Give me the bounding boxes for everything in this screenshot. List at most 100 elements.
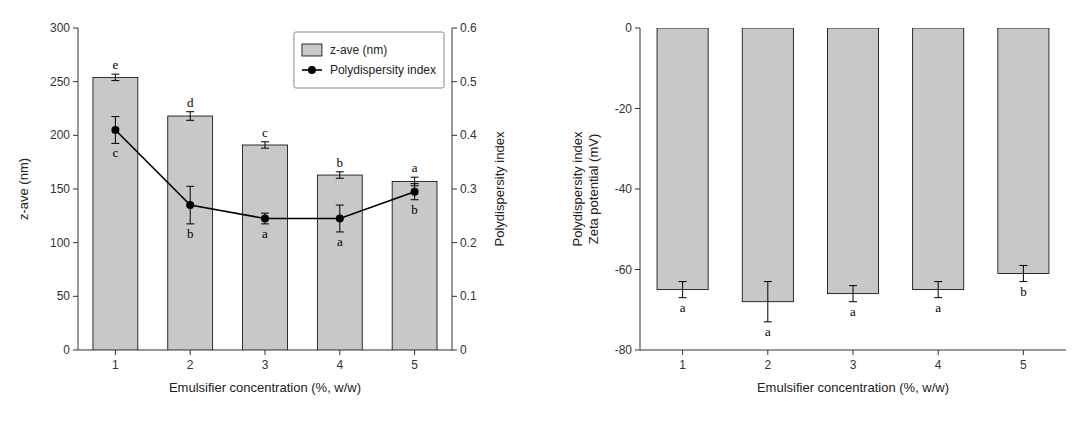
marker: [411, 188, 419, 196]
error-cap: [111, 74, 119, 75]
error-cap: [261, 148, 269, 149]
error-cap: [336, 205, 344, 206]
error-cap: [411, 199, 419, 200]
chart-svg: 05010015020025030000.10.20.30.40.50.6123…: [0, 0, 1090, 426]
error-cap: [186, 186, 194, 187]
plot-area: [657, 28, 1049, 322]
y-tick: [73, 296, 78, 297]
error-stem: [265, 142, 266, 148]
error-bar: [849, 286, 857, 302]
legend-label: z-ave (nm): [330, 43, 387, 57]
y-tick: [73, 28, 78, 29]
error-bar: [186, 186, 194, 224]
error-bar: [111, 74, 119, 80]
y-tick-label: -60: [615, 263, 633, 277]
y-tick-label: -20: [615, 102, 633, 116]
y-tick-label: 100: [50, 236, 70, 250]
error-bar: [764, 282, 772, 322]
y-tick-label: 0: [63, 343, 70, 357]
error-cap: [679, 281, 687, 282]
y2-tick-label: 0.5: [460, 75, 477, 89]
bar: [998, 28, 1049, 274]
x-tick-label: 2: [187, 358, 194, 372]
y2-tick: [452, 350, 457, 351]
y-tick: [73, 135, 78, 136]
error-bar: [679, 282, 687, 298]
error-bar: [111, 117, 119, 144]
x-tick: [265, 350, 266, 355]
y-tick: [73, 81, 78, 82]
y2-tick: [452, 242, 457, 243]
significance-letter: a: [850, 304, 856, 319]
x-tick-label: 4: [336, 358, 343, 372]
error-cap: [186, 111, 194, 112]
legend-swatch: [302, 44, 322, 56]
y2-tick: [452, 81, 457, 82]
significance-letter: a: [765, 324, 771, 339]
y-tick-label: 300: [50, 21, 70, 35]
legend: z-ave (nm)Polydispersity index: [294, 32, 444, 88]
y2-tick-label: 0.6: [460, 21, 477, 35]
y2-tick: [452, 135, 457, 136]
y-tick: [635, 189, 640, 190]
significance-letter: a: [935, 300, 941, 315]
error-bar: [411, 184, 419, 200]
error-bar: [934, 282, 942, 298]
legend-frame: [294, 32, 444, 88]
x-tick: [682, 350, 683, 355]
bar: [168, 116, 213, 350]
x-tick-label: 1: [112, 358, 119, 372]
bar: [392, 181, 437, 350]
x-tick: [190, 350, 191, 355]
error-cap: [411, 177, 419, 178]
y-axis-title-line: Polydispersity index: [570, 131, 585, 246]
plot-area: [93, 74, 437, 350]
panel: 0-20-40-60-8012345Emulsifier concentrati…: [570, 21, 1066, 395]
marker: [111, 126, 119, 134]
error-cap: [186, 120, 194, 121]
panel: 05010015020025030000.10.20.30.40.50.6123…: [16, 21, 507, 395]
error-cap: [111, 143, 119, 144]
error-stem: [938, 282, 939, 298]
x-tick-label: 3: [850, 358, 857, 372]
y-tick: [73, 242, 78, 243]
significance-letter: e: [113, 57, 119, 72]
y2-tick-label: 0.3: [460, 182, 477, 196]
error-cap: [336, 178, 344, 179]
x-tick: [853, 350, 854, 355]
error-stem: [853, 286, 854, 302]
y-tick: [73, 350, 78, 351]
y-tick: [635, 108, 640, 109]
y-axis-title: z-ave (nm): [16, 158, 31, 220]
error-cap: [111, 80, 119, 81]
error-cap: [934, 297, 942, 298]
significance-letter: a: [680, 300, 686, 315]
error-stem: [682, 282, 683, 298]
x-tick-label: 1: [679, 358, 686, 372]
error-stem: [1023, 265, 1024, 281]
bar: [93, 77, 138, 350]
y-tick-label: 50: [57, 289, 71, 303]
y-tick: [73, 189, 78, 190]
error-cap: [336, 231, 344, 232]
significance-letter: b: [337, 155, 344, 170]
bar: [742, 28, 793, 302]
marker: [186, 201, 194, 209]
y-tick: [635, 269, 640, 270]
error-cap: [764, 281, 772, 282]
bar: [243, 145, 288, 350]
x-tick: [414, 350, 415, 355]
x-axis-title: Emulsifier concentration (%, w/w): [757, 380, 949, 395]
significance-letter: a: [262, 226, 268, 241]
x-tick-label: 5: [1020, 358, 1027, 372]
error-bar: [336, 205, 344, 232]
significance-letter: a: [412, 160, 418, 175]
significance-letter: c: [262, 125, 268, 140]
marker: [336, 215, 344, 223]
y-tick-label: -40: [615, 182, 633, 196]
y-tick: [635, 28, 640, 29]
y-tick: [635, 350, 640, 351]
error-stem: [115, 74, 116, 80]
x-tick-label: 2: [764, 358, 771, 372]
error-cap: [934, 281, 942, 282]
